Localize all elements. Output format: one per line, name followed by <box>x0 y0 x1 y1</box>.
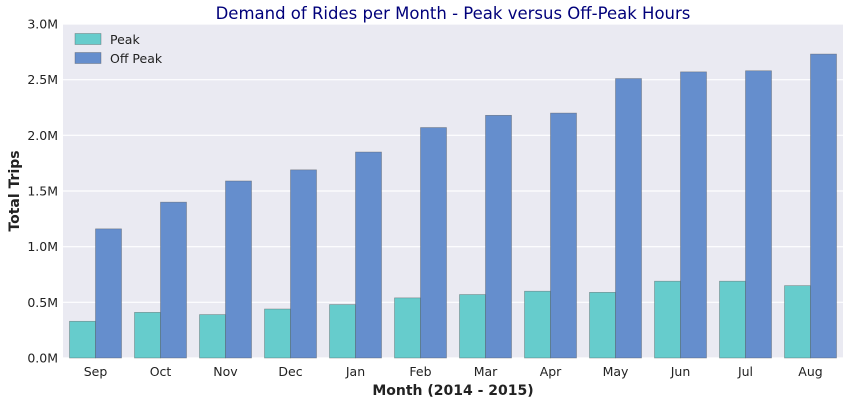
x-tick-label: Oct <box>150 364 172 379</box>
legend-swatch <box>74 33 102 45</box>
y-tick-label: 2.5M <box>27 72 58 87</box>
x-tick-label: Jul <box>737 364 753 379</box>
y-tick-label: 1.5M <box>27 184 58 199</box>
x-tick-label: Feb <box>409 364 431 379</box>
bar-peak <box>524 290 551 359</box>
legend: Peak Off Peak <box>74 32 163 66</box>
bar-peak <box>69 320 96 359</box>
x-tick-label: Jan <box>345 364 365 379</box>
y-tick-label: 0.0M <box>27 351 58 366</box>
bar-peak <box>654 280 681 359</box>
bars <box>69 53 837 359</box>
x-tick-labels: Sep Oct Nov Dec Jan Feb Mar Apr May Jun Jul Aug <box>84 364 823 379</box>
y-tick-label: 3.0M <box>27 17 58 32</box>
bar-peak <box>134 312 161 359</box>
bar-off-peak <box>615 78 642 359</box>
bar-off-peak <box>810 53 837 359</box>
bar-off-peak <box>225 180 252 359</box>
bar-off-peak <box>290 169 317 359</box>
y-tick-label: 0.5M <box>27 295 58 310</box>
x-tick-label: Dec <box>278 364 302 379</box>
bar-peak <box>199 314 226 359</box>
bar-peak <box>589 292 616 359</box>
bar-peak <box>264 308 291 359</box>
x-tick-label: Aug <box>798 364 822 379</box>
bar-peak <box>329 304 356 359</box>
bar-off-peak <box>745 70 772 359</box>
chart-title: Demand of Rides per Month - Peak versus … <box>216 4 691 23</box>
legend-swatch <box>74 52 102 64</box>
y-tick-label: 2.0M <box>27 128 58 143</box>
bar-off-peak <box>680 71 707 359</box>
x-tick-label: Apr <box>540 364 562 379</box>
x-tick-label: Mar <box>474 364 498 379</box>
y-tick-labels: 0.0M 0.5M 1.0M 1.5M 2.0M 2.5M 3.0M <box>27 17 58 366</box>
bar-peak <box>719 280 746 359</box>
x-tick-label: Sep <box>84 364 108 379</box>
bar-off-peak <box>355 151 382 359</box>
bar-off-peak <box>550 112 577 359</box>
x-tick-label: Nov <box>213 364 238 379</box>
legend-label: Peak <box>110 32 140 47</box>
grid-lines <box>63 23 843 359</box>
y-axis-label: Total Trips <box>7 150 23 231</box>
bar-peak <box>459 294 486 359</box>
bar-off-peak <box>485 114 512 359</box>
x-axis-label: Month (2014 - 2015) <box>372 383 533 399</box>
bar-off-peak <box>420 127 447 359</box>
bar-peak <box>784 285 811 359</box>
legend-label: Off Peak <box>110 51 163 66</box>
x-tick-label: May <box>603 364 629 379</box>
bar-off-peak <box>95 228 122 359</box>
bar-off-peak <box>160 201 187 359</box>
x-tick-label: Jun <box>670 364 691 379</box>
bar-peak <box>394 297 421 359</box>
y-tick-label: 1.0M <box>27 239 58 254</box>
